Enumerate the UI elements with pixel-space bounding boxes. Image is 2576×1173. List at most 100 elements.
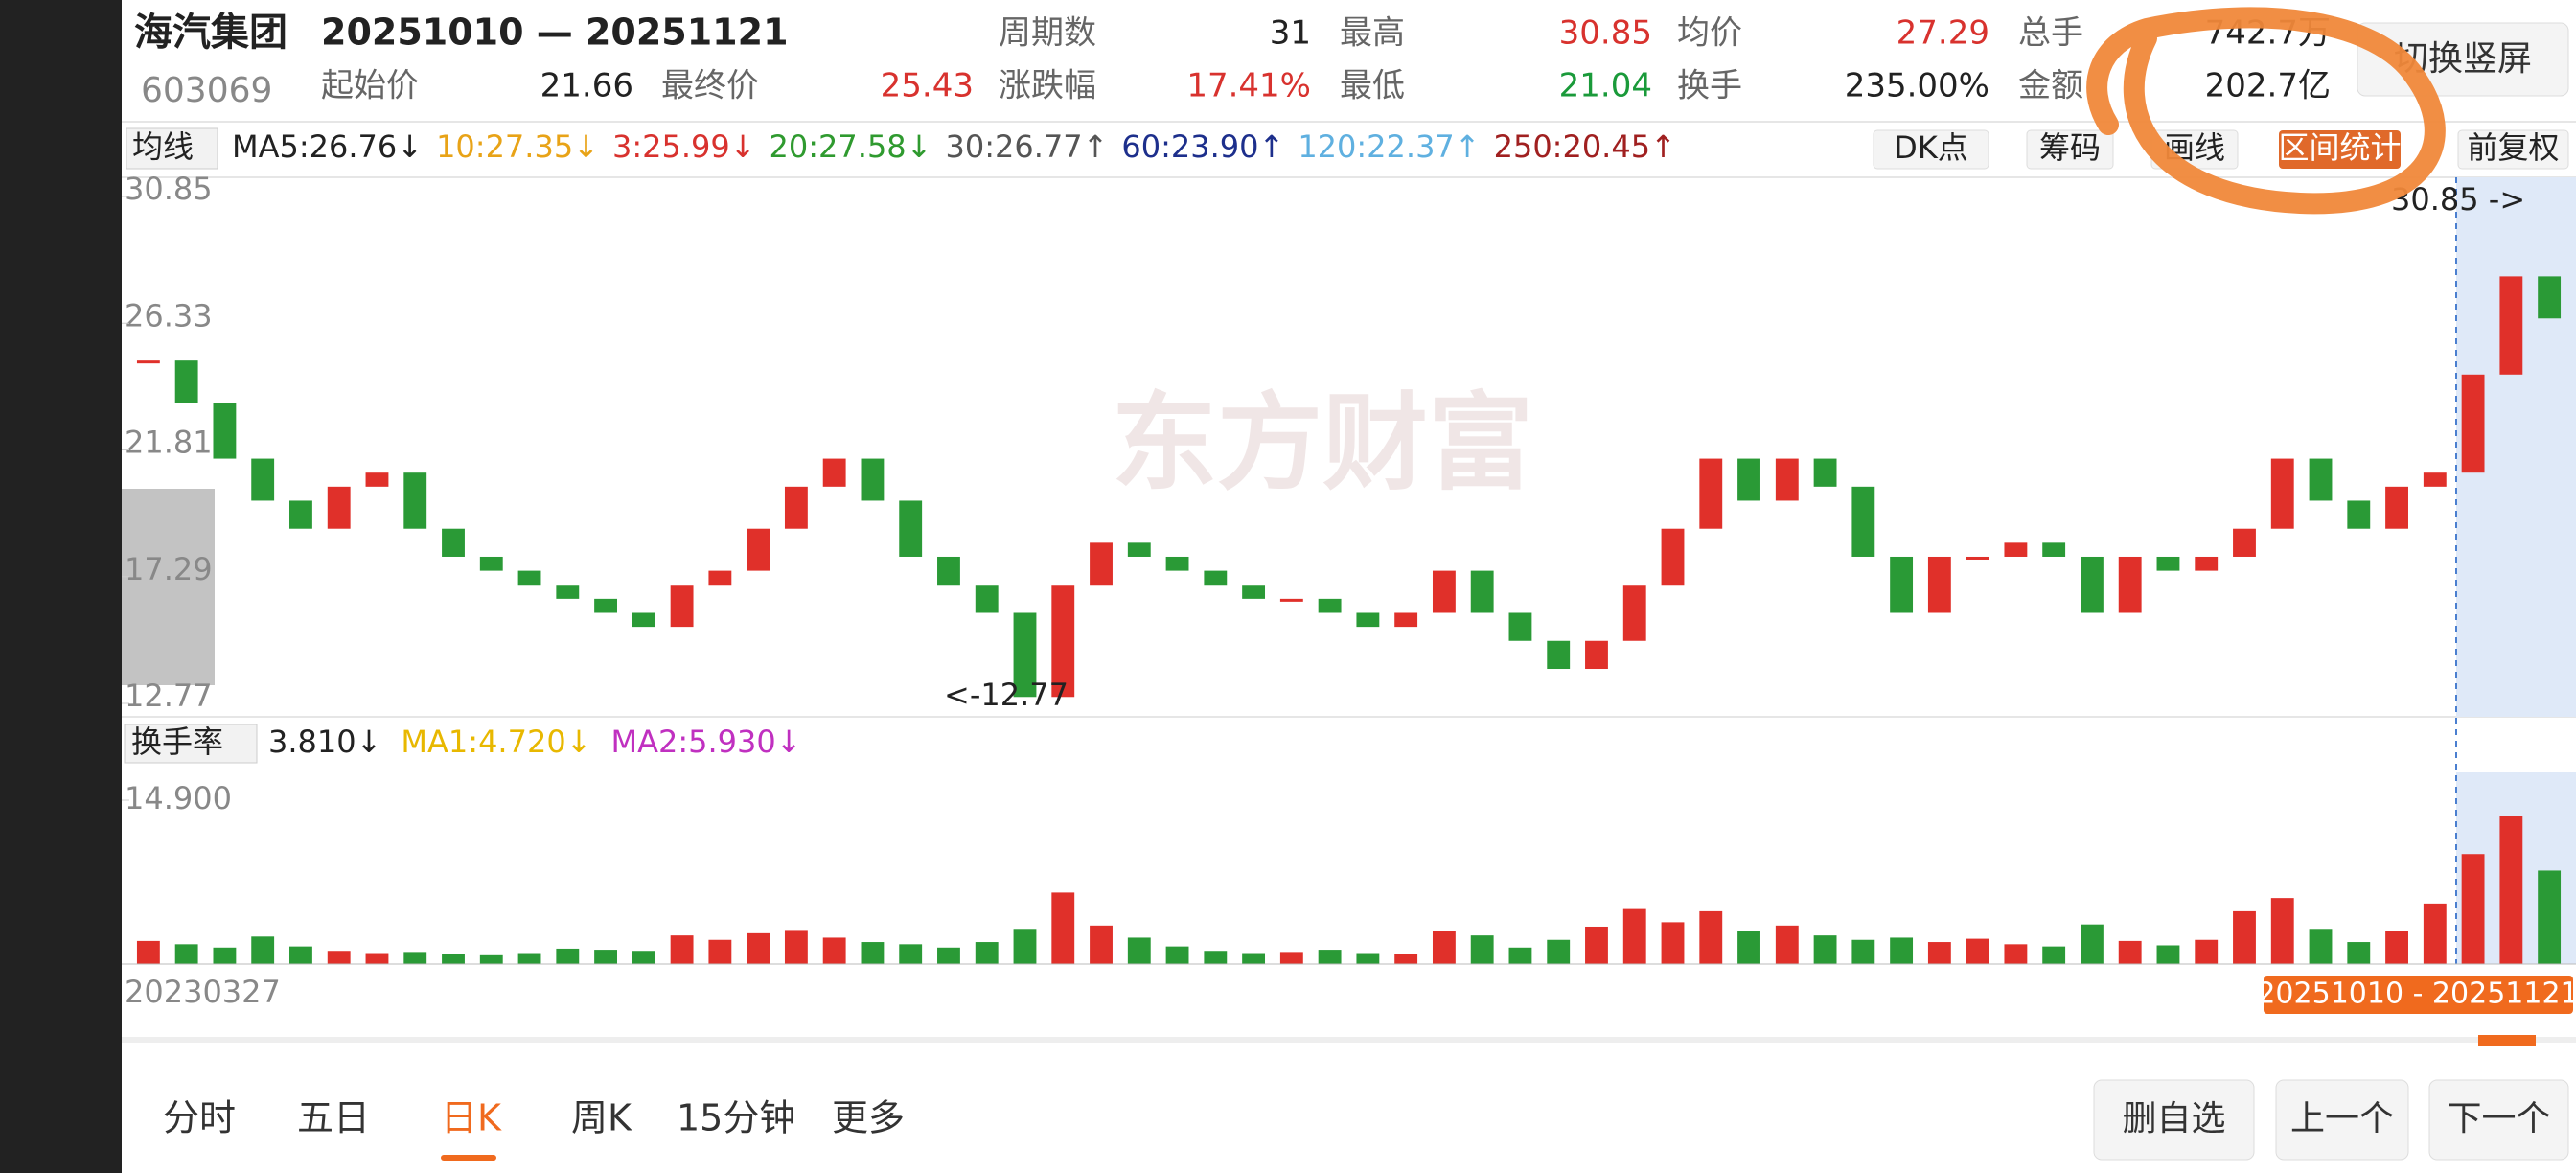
turnover-bar — [670, 935, 694, 964]
candle — [1470, 570, 1494, 613]
turnover-bar — [1127, 937, 1151, 964]
candle — [442, 528, 465, 557]
period-tab[interactable]: 更多 — [832, 1097, 905, 1139]
turnover-bar — [1661, 922, 1685, 964]
stat-label: 总手 — [2018, 14, 2083, 53]
action-button[interactable] — [2275, 1079, 2409, 1161]
stat-label: 均价 — [1677, 14, 1742, 53]
period-tab[interactable]: 五日 — [297, 1097, 370, 1139]
period-tab[interactable]: 分时 — [163, 1097, 236, 1139]
selection-label: 20251010 - 20251121 — [2257, 978, 2576, 1011]
turnover-bar — [1547, 939, 1571, 964]
action-button[interactable] — [2428, 1079, 2569, 1161]
turnover-bar — [289, 946, 312, 964]
candle — [2270, 458, 2294, 529]
turnover-bar — [784, 930, 808, 964]
turnover-bar — [1090, 925, 1113, 964]
turnover-bar — [975, 942, 999, 964]
stat-value: 25.43 — [881, 67, 974, 105]
turnover-bar — [1432, 931, 1456, 964]
candle — [2385, 486, 2408, 529]
candle — [327, 486, 351, 529]
turnover-bar — [937, 947, 960, 964]
candle — [747, 528, 770, 571]
candle — [1813, 458, 1837, 487]
turnover-menu[interactable] — [124, 724, 258, 764]
turnover-bar — [1279, 952, 1303, 964]
ma-menu[interactable] — [126, 127, 218, 170]
stat-label: 起始价 — [321, 67, 419, 105]
ma-item: 60:23.90↑ — [1121, 128, 1284, 165]
period-tab[interactable]: 周K — [571, 1097, 632, 1139]
turnover-bar — [1966, 938, 1990, 964]
y-tick-label: 26.33 — [125, 297, 213, 334]
side-bar — [0, 0, 122, 1173]
y-tick-label: 14.900 — [125, 780, 232, 816]
turnover-bar — [1394, 954, 1418, 964]
turnover-bar — [2309, 929, 2333, 964]
candle — [784, 486, 808, 529]
candle — [1127, 542, 1151, 557]
turnover-bar — [2195, 939, 2219, 964]
high-annotation: 30.85 -> — [2391, 181, 2525, 218]
candle — [1204, 570, 1228, 586]
turnover-bar — [2538, 870, 2562, 964]
toolbar-button[interactable] — [2457, 129, 2569, 170]
period-tab[interactable]: 15分钟 — [677, 1097, 795, 1139]
date-range: 20251010 — 20251121 — [321, 12, 789, 54]
toolbar-button[interactable] — [1873, 129, 1990, 170]
ma-item: 10:27.35↓ — [436, 128, 599, 165]
y-tick-label: 30.85 — [125, 171, 213, 207]
turnover-legend: MA2:5.930↓ — [610, 724, 801, 760]
stat-value: 21.66 — [540, 67, 633, 105]
scroll-thumb[interactable] — [2478, 1035, 2536, 1046]
stat-value: 31 — [1270, 14, 1311, 53]
stat-label: 金额 — [2018, 67, 2083, 105]
action-button[interactable] — [2093, 1079, 2255, 1161]
ma-item: 30:26.77↑ — [945, 128, 1108, 165]
period-tab[interactable]: 日K — [441, 1097, 502, 1139]
turnover-bar — [1622, 908, 1646, 964]
candle — [365, 472, 389, 487]
candle — [1318, 598, 1342, 613]
candle — [1279, 598, 1303, 602]
side-handle[interactable] — [122, 489, 215, 685]
candle — [1585, 640, 1608, 670]
turnover-bar — [2156, 945, 2180, 964]
candle — [1090, 542, 1113, 586]
candle — [670, 585, 694, 628]
turnover-bar — [1699, 910, 1723, 964]
candle — [2042, 542, 2066, 557]
turnover-bar — [251, 936, 275, 964]
candle — [594, 598, 617, 613]
candle — [2423, 472, 2447, 487]
ma-item: 3:25.99↓ — [612, 128, 756, 165]
turnover-bar — [1890, 937, 1914, 964]
turnover-bar — [2499, 816, 2523, 964]
candle — [1394, 612, 1418, 628]
selection-badge — [2264, 976, 2573, 1014]
ma-menu-label: 均线 — [132, 128, 194, 165]
stat-label: 周期数 — [999, 14, 1096, 53]
turnover-bar — [632, 951, 656, 964]
turnover-bar — [861, 942, 885, 964]
stat-label: 换手 — [1677, 67, 1742, 105]
stat-label: 涨跌幅 — [999, 67, 1096, 105]
candle — [2081, 556, 2104, 613]
stat-value: 17.41% — [1186, 67, 1311, 105]
active-tab-underline — [441, 1155, 496, 1161]
candle — [479, 556, 503, 571]
turnover-bar — [479, 954, 503, 964]
candle — [1966, 556, 1990, 560]
action-label: 上一个 — [2290, 1099, 2394, 1138]
turnover-bar — [747, 932, 770, 964]
toolbar-button-label: 画线 — [2164, 129, 2225, 166]
candle — [556, 585, 580, 599]
turnover-bar — [1470, 935, 1494, 964]
candle — [1165, 556, 1189, 571]
turnover-bar — [1318, 950, 1342, 964]
candle — [822, 458, 846, 487]
turnover-bar — [327, 951, 351, 964]
candle — [1852, 486, 1875, 557]
candle — [1356, 612, 1380, 628]
